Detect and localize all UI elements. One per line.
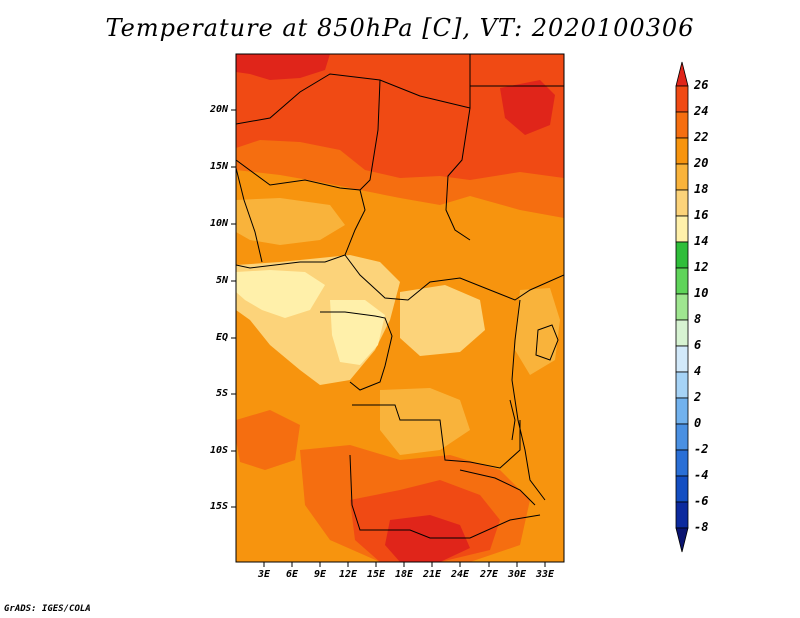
map-frame: [235, 53, 565, 563]
colorbar-label-22: 22: [694, 130, 709, 144]
x-label-3e: 3E: [257, 569, 271, 580]
border-west-coast: [236, 167, 263, 263]
y-label-5n: 5N: [215, 275, 228, 286]
border-east-africa: [511, 299, 546, 501]
colorbar-segment: [675, 267, 689, 295]
x-label-27e: 27E: [479, 569, 499, 580]
colorbar-segment: [675, 163, 689, 191]
colorbar-label-12: 12: [694, 260, 709, 274]
colorbar-label-16: 16: [694, 208, 709, 222]
colorbar-segment: [675, 215, 689, 243]
colorbar-label-18: 18: [694, 182, 709, 196]
y-label-5s: 5S: [215, 388, 228, 399]
colorbar-segment: [675, 449, 689, 477]
region-14-16-west: [236, 270, 325, 318]
grads-credit: GrADS: IGES/COLA: [4, 604, 91, 614]
x-label-6e: 6E: [285, 569, 299, 580]
colorbar-segment: [675, 189, 689, 217]
y-label-eq: EQ: [215, 332, 228, 343]
border-north-sahara: [236, 54, 471, 125]
x-label-9e: 9E: [313, 569, 327, 580]
colorbar-segment: [675, 501, 689, 529]
region-18-20-highland: [236, 198, 345, 245]
colorbar-label-4: 4: [694, 364, 702, 378]
colorbar-label-26: 26: [694, 78, 709, 92]
region-18-20-south-central: [380, 388, 470, 455]
colorbar-label-m2: -2: [694, 442, 709, 456]
region-14-16-congo: [330, 300, 385, 365]
temperature-field: [236, 54, 564, 562]
colorbar-segment: [675, 137, 689, 165]
y-label-15s: 15S: [209, 501, 228, 512]
x-label-12e: 12E: [338, 569, 358, 580]
region-26-north-west: [236, 54, 330, 80]
y-label-10s: 10S: [209, 445, 228, 456]
x-label-21e: 21E: [422, 569, 442, 580]
colorbar-top-arrow: [675, 61, 689, 87]
y-label-15n: 15N: [209, 161, 228, 172]
border-gabon-congo: [320, 311, 393, 391]
colorbar-segment: [675, 423, 689, 451]
border-chad-sudan: [445, 107, 471, 241]
region-16-18-east: [400, 285, 485, 356]
colorbar-bottom-arrow: [675, 527, 689, 553]
colorbar-label-6: 6: [694, 338, 702, 352]
x-label-18e: 18E: [394, 569, 414, 580]
axis-ticks: [231, 109, 546, 567]
colorbar-segment: [675, 241, 689, 269]
region-26-north-east: [500, 80, 555, 135]
country-borders: [236, 54, 564, 539]
x-label-24e: 24E: [450, 569, 470, 580]
colorbar-segment: [675, 371, 689, 399]
colorbar-segment: [675, 85, 689, 113]
border-angola-south: [349, 454, 541, 539]
region-26-south: [385, 515, 470, 562]
border-zambia-zimbabwe: [459, 469, 536, 506]
border-niger-chad: [359, 79, 381, 191]
colorbar-label-14: 14: [694, 234, 709, 248]
border-lake-victoria: [535, 324, 559, 361]
colorbar-label-m4: -4: [694, 468, 709, 482]
colorbar-segment: [675, 345, 689, 373]
colorbar-segment: [675, 319, 689, 347]
y-label-10n: 10N: [209, 218, 228, 229]
colorbar-label-24: 24: [694, 104, 709, 118]
x-label-15e: 15E: [366, 569, 386, 580]
border-drc-angola: [352, 404, 521, 469]
border-cameroon-car: [344, 254, 564, 301]
colorbar-label-m8: -8: [694, 520, 709, 534]
colorbar-label-8: 8: [694, 312, 702, 326]
y-label-20n: 20N: [209, 104, 228, 115]
colorbar-segment: [675, 475, 689, 503]
border-lake-tanganyika: [509, 399, 516, 441]
colorbar: [675, 61, 689, 553]
colorbar-segment: [675, 397, 689, 425]
colorbar-label-m6: -6: [694, 494, 709, 508]
colorbar-label-20: 20: [694, 156, 709, 170]
region-22-24-southwest: [236, 410, 300, 470]
colorbar-label-0: 0: [694, 416, 702, 430]
colorbar-label-10: 10: [694, 286, 709, 300]
border-nigeria: [236, 159, 366, 269]
x-label-30e: 30E: [507, 569, 527, 580]
colorbar-label-2: 2: [694, 390, 702, 404]
map-title: Temperature at 850hPa [C], VT: 202010030…: [105, 14, 695, 42]
x-label-33e: 33E: [535, 569, 555, 580]
colorbar-segment: [675, 111, 689, 139]
colorbar-segment: [675, 293, 689, 321]
